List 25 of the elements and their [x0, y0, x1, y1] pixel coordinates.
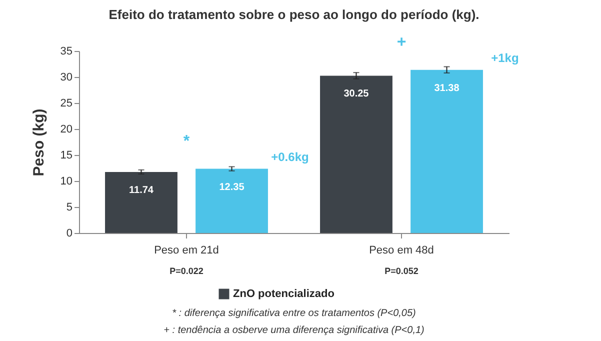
data-label: 11.74: [128, 184, 154, 196]
text: +: [396, 34, 406, 51]
annotation: +1kg: [491, 50, 519, 65]
y-tick-label: 25: [60, 98, 72, 110]
text: P=0.022: [170, 266, 204, 276]
y-axis-title: Peso (kg): [30, 108, 48, 176]
y-tick-label: 30: [60, 72, 72, 84]
y-tick-label: 5: [66, 202, 72, 214]
y-tick-label: 35: [60, 46, 72, 58]
data-label: 12.35: [219, 182, 245, 193]
annotation: *: [183, 132, 190, 150]
y-tick-label: 15: [60, 150, 72, 162]
y-tick-label: 10: [60, 176, 72, 188]
text: P=0.052: [384, 266, 418, 276]
text: * : diferença significativa entre os tratamentos (P<0,05): [172, 308, 416, 319]
y-tick-label: 20: [60, 124, 72, 136]
chart-title: Efeito do tratamento sobre o peso ao longo do período (kg).: [108, 6, 480, 22]
x-tick-label: Peso em 21d: [154, 244, 219, 256]
legend-label: ZnO potencializado: [233, 288, 335, 300]
annotation: +0.6kg: [271, 150, 309, 164]
x-tick-label: Peso em 48d: [369, 244, 434, 256]
data-label: 30.25: [344, 88, 370, 100]
text: + : tendência a osberve uma diferença significativa (P<0,1): [164, 325, 424, 336]
y-tick-label: 0: [66, 228, 72, 240]
data-label: 31.38: [434, 82, 460, 94]
